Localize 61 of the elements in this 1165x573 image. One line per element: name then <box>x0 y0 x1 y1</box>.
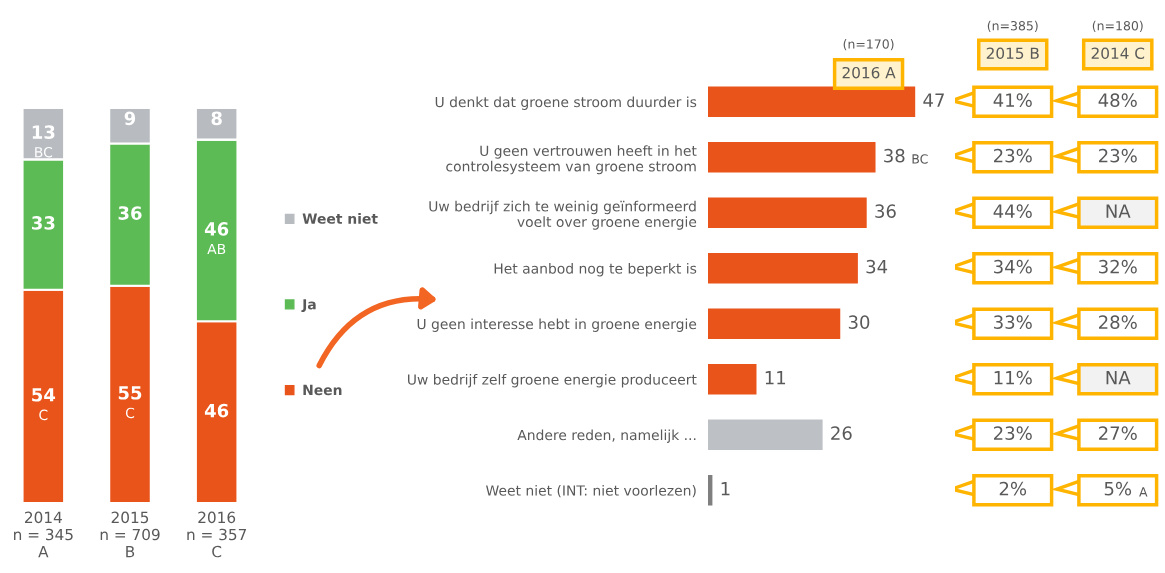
text: 32% <box>1099 259 1137 274</box>
data-label: 36 <box>118 206 142 220</box>
legend-label: Neen <box>303 384 342 396</box>
data-label: 34 <box>866 259 888 274</box>
data-label: 54 C <box>32 388 56 421</box>
y-tick-label: Weet niet (INT: niet voorlezen) <box>486 484 696 498</box>
data-label: 13 BC <box>32 125 55 158</box>
data-label: 1 <box>721 482 730 496</box>
text: 48% <box>1098 93 1137 107</box>
text: 23% <box>994 426 1032 440</box>
bar <box>708 363 757 395</box>
text: 11% <box>994 370 1032 385</box>
y-tick-label: U geen interesse hebt in groene energie <box>417 318 697 332</box>
text: 41% <box>993 93 1032 107</box>
y-tick-label: Uw bedrijf zelf groene energie produceert <box>408 373 697 388</box>
data-label: 36 <box>875 204 896 218</box>
category-label: 2014 C <box>1091 47 1145 60</box>
text: 27% <box>1099 426 1137 440</box>
data-label: 47 <box>923 93 944 107</box>
chart-subtitle: (n=170) <box>843 39 894 51</box>
text: 5% A <box>1104 481 1148 497</box>
bar <box>708 141 876 173</box>
data-label: 11 <box>765 371 786 385</box>
data-label: 46 <box>204 403 229 418</box>
text: 34% <box>994 259 1032 274</box>
text: NA <box>1106 371 1131 385</box>
text: 33% <box>994 315 1032 329</box>
text: 2% <box>999 481 1027 496</box>
y-tick-label: U geen vertrouwen heeft in het controlesysteem van groene stroom <box>446 145 697 175</box>
data-label: 33 <box>31 216 55 230</box>
text: 44% <box>993 204 1032 218</box>
data-label: 38 BC <box>884 148 928 164</box>
data-label: 9 <box>124 111 136 126</box>
text: NA <box>1106 204 1131 218</box>
bar <box>708 252 858 284</box>
bar <box>708 419 823 451</box>
text: 23% <box>1099 148 1137 163</box>
bar <box>708 197 867 229</box>
text: (n=180) <box>1092 20 1143 32</box>
data-label: 8 <box>211 111 222 126</box>
data-label: 30 <box>848 315 870 329</box>
bar <box>708 474 713 506</box>
bar <box>708 86 916 118</box>
text: 23% <box>994 148 1032 163</box>
data-label: 46 AB <box>204 222 229 255</box>
x-tick-label: 2014 n = 345 A <box>14 511 73 558</box>
legend-label: Ja <box>301 299 316 313</box>
y-tick-label: Andere reden, namelijk ... <box>517 429 696 443</box>
data-label: 26 <box>831 426 852 440</box>
legend-label: Weet niet <box>302 213 378 224</box>
text: 28% <box>1099 315 1137 329</box>
data-label: 55 C <box>118 386 142 419</box>
y-tick-label: U denkt dat groene stroom duurder is <box>435 96 697 110</box>
text: (n=385) <box>987 20 1038 32</box>
chart-title: 2016 A <box>842 66 896 79</box>
y-tick-label: Het aanbod nog te beperkt is <box>494 262 697 277</box>
y-tick-label: Uw bedrijf zich te weinig geïnformeerd voelt over groene energie <box>429 200 697 230</box>
bar <box>708 308 841 340</box>
x-tick-label: 2016 n = 357 C <box>187 511 247 558</box>
x-tick-label: 2015 n = 709 B <box>100 511 160 558</box>
category-label: 2015 B <box>986 47 1039 60</box>
